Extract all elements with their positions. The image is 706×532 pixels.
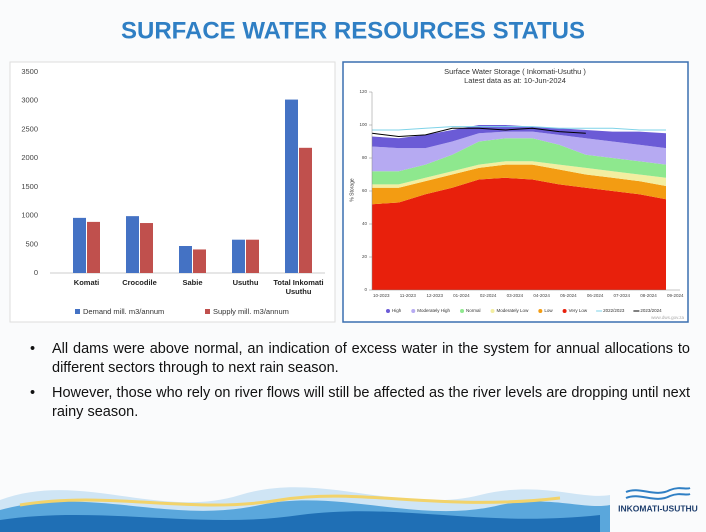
x-tick-label: 05-2024 (560, 293, 577, 298)
bar (126, 216, 139, 273)
logo: INKOMATI-USUTHU (618, 487, 698, 513)
legend-label: Normal (466, 308, 481, 313)
x-tick-label: 04-2024 (533, 293, 550, 298)
x-tick-label: Komati (73, 278, 100, 287)
legend-marker (538, 309, 543, 313)
bar (87, 221, 100, 273)
legend-marker (386, 309, 390, 313)
bar (285, 99, 298, 274)
y-axis-label: % Storage (349, 178, 355, 202)
bar (246, 239, 259, 273)
y-tick-label: 500 (25, 239, 38, 248)
y-tick-label: 2000 (21, 153, 38, 162)
bullet: However, those who rely on river flows w… (30, 384, 690, 422)
legend-label: 2022/2023 (603, 308, 625, 313)
legend-label: Moderately High (417, 308, 450, 313)
chart-subtitle: Latest data as at: 10-Jun-2024 (464, 76, 566, 85)
area-band (372, 161, 666, 188)
legend-label: Low (544, 308, 553, 313)
area-band (372, 138, 666, 185)
bullet: All dams were above normal, an indicatio… (30, 340, 690, 378)
legend-marker (460, 309, 465, 313)
legend-label: Supply mill. m3/annum (213, 307, 289, 316)
chart-title: Surface Water Storage ( Inkomati-Usuthu … (444, 67, 586, 76)
logo-text: INKOMATI-USUTHU (618, 503, 698, 513)
x-tick-label-box: Total Inkomati Usuthu (273, 278, 324, 296)
bar (179, 246, 192, 273)
bullet-list: All dams were above normal, an indicatio… (30, 340, 690, 428)
y-tick-label: 100 (359, 122, 367, 127)
legend-swatch (205, 309, 210, 314)
x-tick-label: 02-2024 (480, 293, 497, 298)
y-tick-label: 3000 (21, 96, 38, 105)
slide-title: SURFACE WATER RESOURCES STATUS (121, 17, 585, 44)
x-tick-label: 07-2024 (614, 293, 631, 298)
x-tick-label: 03-2024 (507, 293, 524, 298)
storage-line (372, 126, 666, 131)
legend-marker (411, 309, 416, 313)
bar-chart-panel (9, 61, 336, 323)
bar (232, 239, 245, 273)
x-tick-label: Crocodile (122, 278, 157, 287)
y-tick-label: 1000 (21, 211, 38, 220)
legend-label: Demand mill. m3/annum (83, 307, 164, 316)
x-tick-label-box: Komati (73, 278, 100, 287)
x-tick-label: 08-2024 (640, 293, 657, 298)
legend-marker (562, 309, 567, 313)
x-tick-label-box: Crocodile (122, 278, 157, 287)
x-tick-label: 10-2023 (373, 293, 390, 298)
legend-label: Moderately Low (497, 308, 530, 313)
wave-decoration (0, 487, 610, 532)
area-band (372, 131, 666, 172)
x-tick-label: 12-2023 (426, 293, 443, 298)
x-tick-label: 09-2024 (667, 293, 684, 298)
bar (193, 249, 206, 273)
y-tick-label: 20 (362, 254, 368, 259)
y-tick-label: 3500 (21, 67, 38, 76)
bar (140, 223, 153, 273)
bar (299, 147, 312, 273)
legend-marker (490, 309, 495, 313)
legend-label: 2023/2024 (640, 308, 662, 313)
legend-label: Very Low (569, 308, 588, 313)
x-tick-label: Usuthu (232, 278, 259, 287)
area-band (372, 164, 666, 205)
y-tick-label: 120 (359, 89, 367, 94)
bar (73, 217, 86, 273)
x-tick-label: 01-2024 (453, 293, 470, 298)
y-tick-label: 0 (34, 268, 38, 277)
y-tick-label: 60 (362, 188, 368, 193)
x-tick-label: Total Inkomati Usuthu (273, 278, 324, 296)
x-tick-label: 06-2024 (587, 293, 604, 298)
y-tick-label: 80 (362, 155, 368, 160)
legend-label: High (392, 308, 402, 313)
y-tick-label: 2500 (21, 124, 38, 133)
x-tick-label-box: Usuthu (232, 278, 259, 287)
y-tick-label: 40 (362, 221, 368, 226)
y-tick-label: 0 (364, 287, 367, 292)
x-tick-label: Sabie (182, 278, 203, 287)
source-label: www.dws.gov.za (651, 315, 684, 320)
y-tick-label: 1500 (21, 182, 38, 191)
storage-line (371, 127, 586, 138)
x-tick-label-box: Sabie (182, 278, 203, 287)
area-band (372, 177, 666, 290)
area-band (372, 125, 666, 149)
x-tick-label: 11-2023 (400, 293, 417, 298)
legend-swatch (75, 309, 80, 314)
